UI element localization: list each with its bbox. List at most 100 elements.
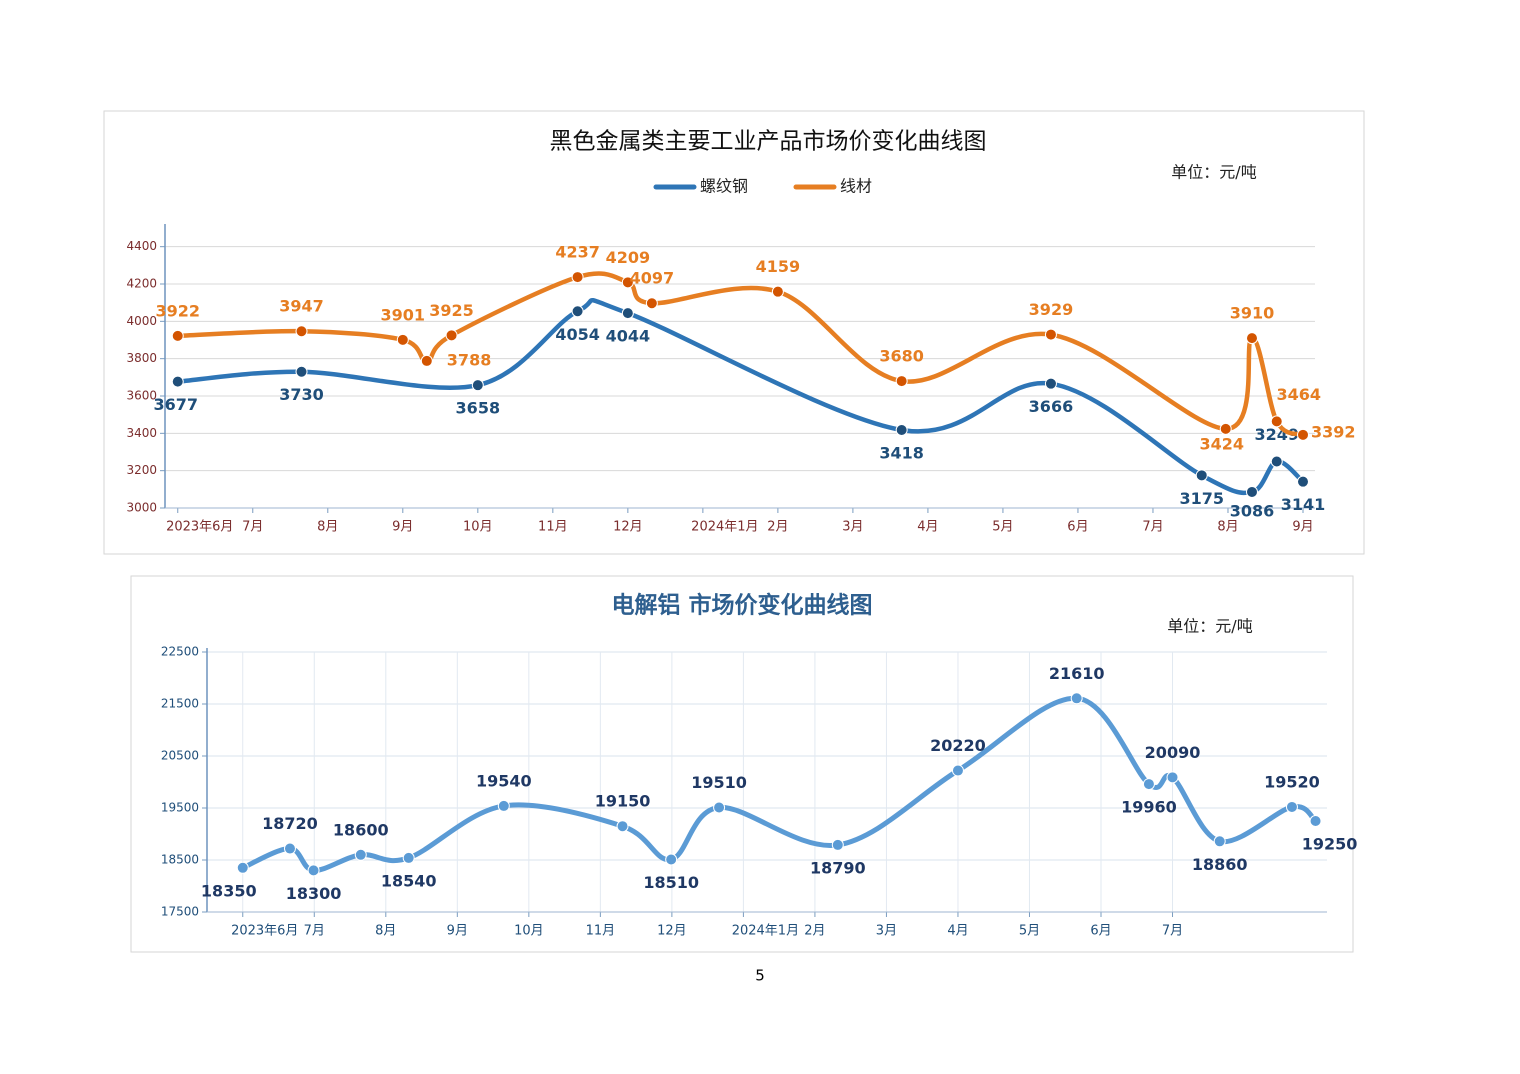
data-point	[1070, 692, 1083, 705]
data-point	[402, 851, 415, 864]
data-point	[171, 375, 184, 388]
data-label: 3910	[1230, 304, 1275, 323]
x-tick-label: 11月	[586, 924, 616, 939]
data-label: 18350	[201, 881, 257, 900]
data-point	[236, 861, 249, 874]
data-point	[295, 365, 308, 378]
x-tick-label: 2024年1月	[691, 520, 758, 535]
data-point	[1270, 415, 1283, 428]
data-point	[1245, 332, 1258, 345]
y-tick-label: 22500	[161, 645, 199, 659]
data-label: 18860	[1192, 855, 1248, 874]
y-tick-label: 18500	[161, 853, 199, 867]
data-point	[1309, 815, 1322, 827]
data-label: 4237	[555, 243, 600, 262]
data-point	[571, 271, 584, 284]
data-label: 19960	[1121, 798, 1177, 817]
data-point	[621, 276, 634, 289]
data-point	[621, 307, 634, 320]
data-point	[307, 864, 320, 877]
x-tick-label: 5月	[1019, 924, 1040, 939]
data-point	[951, 764, 964, 777]
data-point	[497, 799, 510, 812]
data-point	[1044, 328, 1057, 341]
data-point	[354, 848, 367, 861]
x-tick-label: 2月	[767, 520, 788, 535]
data-label: 18720	[262, 814, 318, 833]
y-tick-label: 19500	[161, 801, 199, 815]
data-label: 3666	[1029, 397, 1074, 416]
data-label: 3418	[879, 443, 924, 462]
data-point	[665, 853, 678, 866]
x-tick-label: 2023年6月	[166, 520, 233, 535]
data-label: 3925	[429, 301, 474, 320]
data-label: 3922	[155, 301, 200, 320]
data-point	[616, 820, 629, 833]
data-point	[396, 333, 409, 346]
data-point	[645, 297, 658, 310]
data-label: 3249	[1254, 425, 1299, 444]
x-tick-label: 2月	[804, 924, 825, 939]
data-label: 3929	[1029, 300, 1074, 319]
y-tick-label: 4000	[126, 314, 157, 328]
data-point	[831, 838, 844, 851]
x-tick-label: 3月	[842, 520, 863, 535]
data-label: 3788	[447, 350, 492, 369]
x-tick-label: 8月	[317, 520, 338, 535]
data-label: 3086	[1230, 501, 1275, 520]
data-point	[895, 423, 908, 436]
y-tick-label: 3400	[126, 426, 157, 440]
data-point	[713, 801, 726, 814]
y-tick-label: 3200	[126, 463, 157, 477]
x-tick-label: 12月	[613, 520, 643, 535]
data-label: 3680	[879, 347, 924, 366]
x-tick-label: 7月	[242, 520, 263, 535]
line-series	[177, 298, 1305, 496]
x-tick-label: 12月	[657, 924, 687, 939]
data-label: 19250	[1302, 835, 1358, 854]
data-point	[571, 305, 584, 318]
x-tick-label: 8月	[1217, 520, 1238, 535]
data-label: 19520	[1264, 772, 1320, 791]
data-label: 3464	[1276, 385, 1321, 404]
data-label: 3175	[1179, 489, 1224, 508]
x-tick-label: 9月	[447, 924, 468, 939]
line-series	[177, 271, 1305, 437]
data-label: 4209	[606, 248, 651, 267]
data-point	[1044, 377, 1057, 390]
x-tick-label: 7月	[1162, 924, 1183, 939]
data-label: 4097	[630, 269, 675, 288]
x-tick-label: 8月	[375, 924, 396, 939]
data-label: 18510	[643, 873, 699, 892]
chart-frame	[130, 575, 1354, 953]
x-tick-label: 10月	[463, 520, 493, 535]
data-label: 19150	[595, 792, 651, 811]
x-tick-label: 4月	[947, 924, 968, 939]
data-point	[1219, 422, 1232, 435]
data-point	[1166, 771, 1179, 784]
x-tick-label: 9月	[392, 520, 413, 535]
y-tick-label: 3800	[126, 351, 157, 365]
x-tick-label: 6月	[1067, 520, 1088, 535]
x-tick-label: 7月	[1142, 520, 1163, 535]
x-tick-label: 10月	[514, 924, 544, 939]
data-label: 3730	[279, 385, 324, 404]
data-label: 3901	[381, 305, 426, 324]
data-label: 18540	[381, 871, 437, 890]
data-point	[771, 285, 784, 298]
data-label: 3947	[279, 297, 324, 316]
x-tick-label: 4月	[917, 520, 938, 535]
data-point	[1213, 835, 1226, 848]
data-point	[295, 325, 308, 338]
y-tick-label: 21500	[161, 697, 199, 711]
data-label: 3677	[153, 395, 198, 414]
x-tick-label: 9月	[1292, 520, 1313, 535]
x-tick-label: 2024年1月	[732, 924, 799, 939]
data-label: 3392	[1311, 422, 1356, 441]
chart-title: 黑色金属类主要工业产品市场价变化曲线图	[550, 129, 987, 155]
data-point	[171, 329, 184, 342]
data-label: 4054	[555, 325, 600, 344]
y-tick-label: 17500	[161, 905, 199, 919]
x-tick-label: 3月	[876, 924, 897, 939]
